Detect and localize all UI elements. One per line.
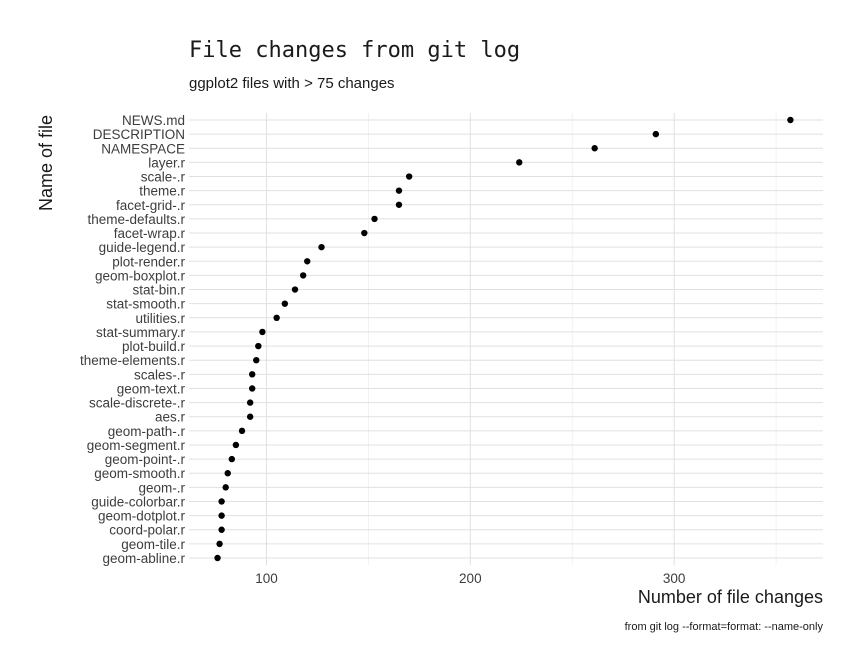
data-point — [238, 427, 246, 435]
y-tick-label: facet-wrap.r — [114, 226, 186, 241]
y-tick-label: geom-smooth.r — [94, 466, 185, 481]
y-tick-label: layer.r — [148, 155, 185, 170]
data-point — [218, 512, 225, 519]
y-axis-title: Name of file — [36, 115, 56, 211]
data-point — [218, 526, 225, 533]
data-point — [787, 116, 794, 124]
y-tick-label: utilities.r — [135, 311, 185, 326]
x-axis-title: Number of file changes — [638, 587, 823, 607]
y-tick-label: scale-discrete-.r — [89, 396, 186, 411]
data-point — [248, 385, 256, 392]
y-tick-label: geom-tile.r — [121, 537, 185, 552]
data-point — [291, 286, 299, 293]
y-tick-label: stat-bin.r — [132, 283, 185, 298]
y-tick-label: guide-colorbar.r — [91, 494, 185, 509]
y-tick-label: NAMESPACE — [101, 141, 185, 156]
y-tick-label: aes.r — [155, 410, 186, 425]
data-point — [246, 413, 254, 420]
chart-caption: from git log --format=format: --name-onl… — [625, 621, 824, 633]
data-point — [318, 243, 325, 251]
chart-subtitle: ggplot2 files with > 75 changes — [189, 75, 395, 92]
data-point — [222, 484, 229, 491]
data-point — [395, 201, 403, 208]
y-tick-label: theme.r — [139, 184, 185, 199]
y-tick-label: scale-.r — [141, 170, 186, 185]
data-point — [232, 441, 240, 449]
y-tick-label: stat-summary.r — [96, 325, 186, 340]
y-tick-label: coord-polar.r — [109, 523, 185, 538]
y-tick-label: geom-boxplot.r — [95, 268, 186, 283]
data-point — [255, 342, 262, 350]
data-point — [216, 540, 223, 548]
data-point — [224, 470, 231, 477]
data-point — [253, 356, 260, 364]
data-point — [371, 215, 378, 223]
data-point — [405, 173, 413, 180]
y-tick-label: geom-abline.r — [102, 551, 185, 566]
y-tick-label: theme-defaults.r — [87, 212, 185, 227]
data-point — [259, 328, 266, 336]
y-tick-label: plot-render.r — [112, 254, 185, 269]
x-axis-tick-labels: 100 200 300 — [255, 571, 685, 586]
data-point — [214, 554, 221, 562]
data-point — [228, 455, 236, 463]
x-tick-label: 300 — [663, 571, 686, 586]
y-tick-label: geom-segment.r — [87, 438, 186, 453]
data-point — [299, 272, 307, 279]
data-points — [214, 116, 794, 562]
data-point — [246, 399, 254, 406]
grid — [189, 113, 823, 565]
y-tick-label: stat-smooth.r — [106, 297, 185, 312]
y-tick-label: guide-legend.r — [99, 240, 186, 255]
data-point — [248, 371, 256, 378]
y-tick-label: geom-dotplot.r — [98, 509, 186, 524]
data-point — [516, 159, 523, 166]
y-tick-label: DESCRIPTION — [93, 127, 185, 142]
y-tick-label: plot-build.r — [122, 339, 186, 354]
x-tick-label: 100 — [255, 571, 278, 586]
data-point — [304, 258, 311, 265]
data-point — [361, 229, 368, 237]
y-tick-label: theme-elements.r — [80, 353, 186, 368]
y-tick-label: geom-.r — [138, 480, 185, 495]
data-point — [395, 187, 403, 194]
chart-title: File changes from git log — [189, 38, 520, 63]
y-tick-label: scales-.r — [134, 367, 186, 382]
y-axis-tick-labels: NEWS.mdDESCRIPTIONNAMESPACElayer.rscale-… — [80, 113, 186, 566]
y-tick-label: geom-path-.r — [108, 424, 186, 439]
x-tick-label: 200 — [459, 571, 482, 586]
data-point — [273, 314, 280, 322]
data-point — [652, 130, 660, 138]
data-point — [591, 145, 598, 152]
y-tick-label: geom-text.r — [117, 381, 186, 396]
y-tick-label: geom-point-.r — [105, 452, 186, 467]
y-tick-label: NEWS.md — [122, 113, 185, 128]
y-tick-label: facet-grid-.r — [116, 198, 186, 213]
data-point — [281, 300, 289, 307]
data-point — [218, 498, 225, 505]
